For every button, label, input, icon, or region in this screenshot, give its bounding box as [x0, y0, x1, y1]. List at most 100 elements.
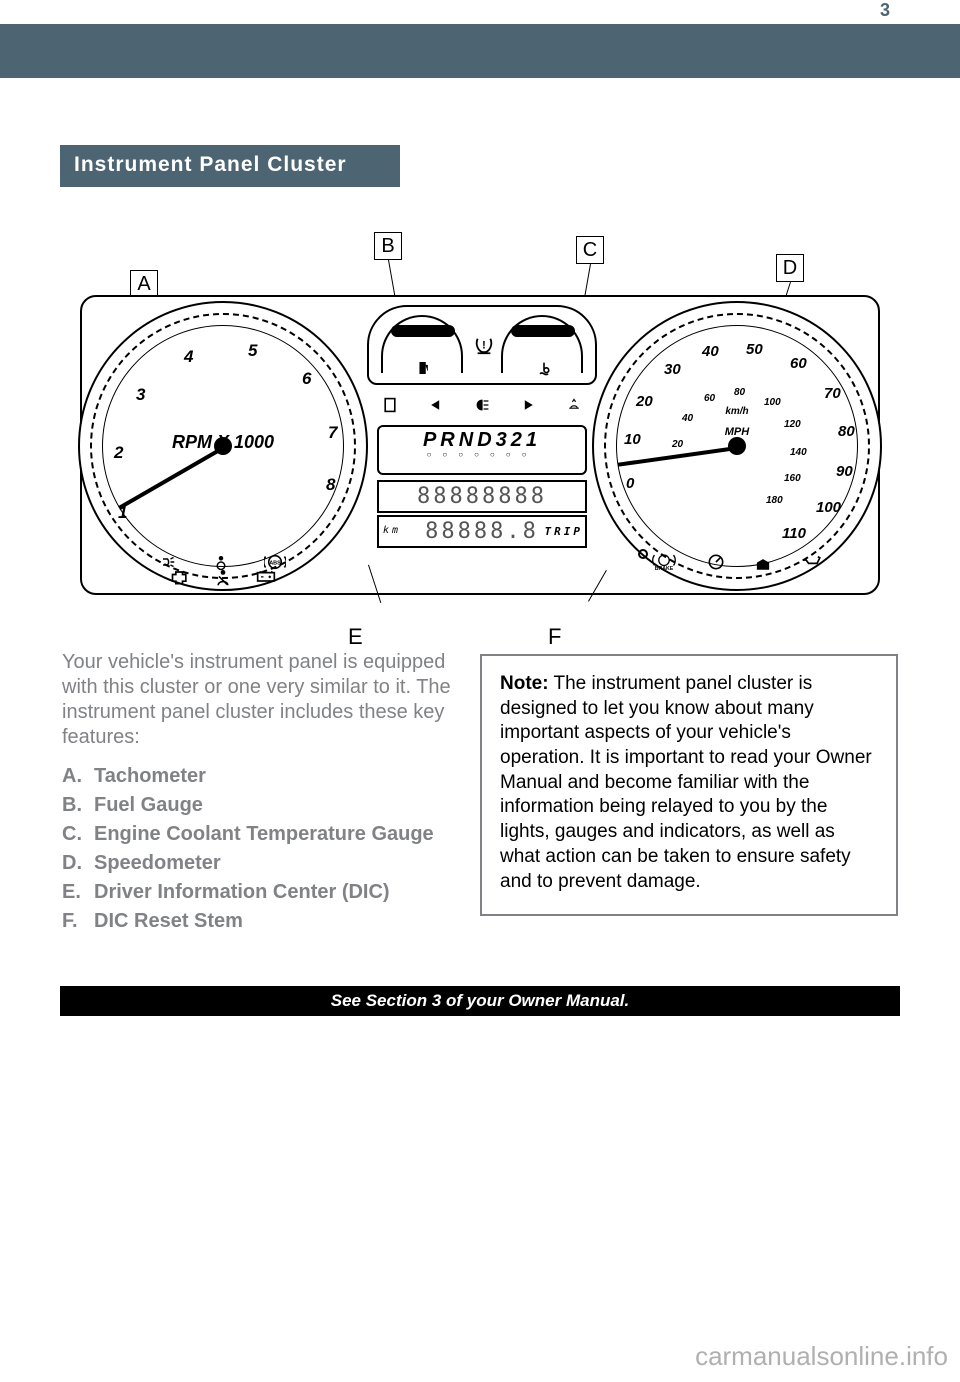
- feature-item: B.Fuel Gauge: [62, 791, 462, 820]
- battery-icon: [256, 569, 276, 583]
- kmh-80: 80: [734, 387, 745, 398]
- tpms-icon: !: [474, 335, 494, 357]
- cluster-diagram: A B C D RPM X 1000 1 2 3 4 5 6 7 8 ABS: [60, 220, 900, 620]
- mph-40: 40: [702, 343, 719, 360]
- mph-70: 70: [824, 385, 841, 402]
- cruise-icon: [706, 553, 726, 571]
- prnd-dots: ○○○○○○○: [379, 450, 585, 459]
- callout-b: B: [374, 232, 402, 260]
- brake-icon: BRAKE: [651, 553, 677, 571]
- engine-icon: [170, 569, 190, 585]
- callout-c: C: [576, 236, 604, 264]
- mph-10: 10: [624, 431, 641, 448]
- kmh-180: 180: [766, 495, 783, 506]
- speedo-hub: [728, 437, 746, 455]
- tach-7: 7: [328, 423, 337, 443]
- mph-110: 110: [782, 525, 806, 542]
- kmh-label: km/h: [725, 406, 748, 417]
- mph-30: 30: [664, 361, 681, 378]
- svg-text:!: !: [482, 340, 486, 352]
- feature-letter: F.: [62, 907, 94, 936]
- tach-4: 4: [184, 347, 193, 367]
- temp-icon: [537, 361, 551, 377]
- feature-item: D.Speedometer: [62, 849, 462, 878]
- speedometer-gauge: MPH km/h 0 10 20 30 40 50 60 70 80 90 10…: [592, 301, 882, 591]
- feature-label: Driver Information Center (DIC): [94, 878, 390, 907]
- see-section-bar: See Section 3 of your Owner Manual.: [60, 986, 900, 1016]
- header-bar: [0, 24, 960, 78]
- odometer: 88888888: [377, 480, 587, 513]
- mini-gauges-frame: !: [367, 305, 597, 385]
- feature-letter: C.: [62, 820, 94, 849]
- note-body: The instrument panel cluster is designed…: [500, 673, 872, 892]
- mph-60: 60: [790, 355, 807, 372]
- kmh-140: 140: [790, 447, 807, 458]
- temp-gauge: [501, 315, 583, 373]
- feature-label: Fuel Gauge: [94, 791, 203, 820]
- door-icon: [382, 397, 398, 413]
- cluster-frame: RPM X 1000 1 2 3 4 5 6 7 8 ABS: [80, 295, 880, 595]
- mph-0: 0: [626, 475, 634, 492]
- feature-label: DIC Reset Stem: [94, 907, 243, 936]
- kmh-100: 100: [764, 397, 781, 408]
- kmh-60: 60: [704, 393, 715, 404]
- right-turn-icon: [520, 397, 536, 413]
- callout-e: E: [348, 624, 363, 650]
- feature-list: A.Tachometer B.Fuel Gauge C.Engine Coola…: [62, 762, 462, 936]
- watermark: carmanualsonline.info: [695, 1341, 948, 1372]
- feature-letter: D.: [62, 849, 94, 878]
- washer-icon: [566, 397, 582, 413]
- speedo-icons: BRAKE: [637, 553, 837, 571]
- feature-label: Engine Coolant Temperature Gauge: [94, 820, 434, 849]
- tach-3: 3: [136, 385, 145, 405]
- dic-reset-stem: [638, 549, 648, 559]
- page-number: 3: [880, 0, 890, 21]
- tachometer-gauge: RPM X 1000 1 2 3 4 5 6 7 8 ABS: [78, 301, 368, 591]
- tach-2: 2: [114, 443, 123, 463]
- feature-item: E.Driver Information Center (DIC): [62, 878, 462, 907]
- tach-5: 5: [248, 341, 257, 361]
- mph-100: 100: [816, 499, 841, 516]
- feature-letter: A.: [62, 762, 94, 791]
- feature-item: F.DIC Reset Stem: [62, 907, 462, 936]
- feature-letter: B.: [62, 791, 94, 820]
- feature-item: C.Engine Coolant Temperature Gauge: [62, 820, 462, 849]
- prnd-text: PRND321: [379, 429, 585, 452]
- kmh-120: 120: [784, 419, 801, 430]
- oil-icon: [801, 553, 823, 567]
- tach-6: 6: [302, 369, 311, 389]
- feature-label: Tachometer: [94, 762, 206, 791]
- callout-a: A: [130, 270, 158, 298]
- gear-indicator: PRND321 ○○○○○○○: [377, 425, 587, 475]
- feature-label: Speedometer: [94, 849, 221, 878]
- mph-20: 20: [636, 393, 653, 410]
- mph-50: 50: [746, 341, 763, 358]
- mph-80: 80: [838, 423, 855, 440]
- feature-letter: E.: [62, 878, 94, 907]
- indicator-strip: [367, 387, 597, 423]
- callout-d: D: [776, 254, 804, 282]
- intro-paragraph: Your vehicle's instrument panel is equip…: [62, 650, 462, 750]
- svg-text:ABS: ABS: [269, 560, 281, 566]
- callout-f: F: [548, 624, 561, 650]
- feature-item: A.Tachometer: [62, 762, 462, 791]
- center-stack: ! PRND321 ○○○○○○○ 88888888 88888.8: [367, 305, 597, 587]
- security-icon: [754, 553, 772, 571]
- section-title: Instrument Panel Cluster: [60, 145, 400, 187]
- fuel-pump-icon: [417, 361, 431, 375]
- note-label: Note:: [500, 673, 549, 694]
- kmh-40: 40: [682, 413, 693, 424]
- kmh-160: 160: [784, 473, 801, 484]
- seatbelt-icon: [215, 569, 231, 587]
- tach-hub: [214, 437, 232, 455]
- fuel-gauge: [381, 315, 463, 373]
- tach-warning-icons-2: [158, 569, 288, 587]
- svg-text:BRAKE: BRAKE: [655, 566, 674, 571]
- trip-odometer: 88888.8: [377, 515, 587, 548]
- kmh-20: 20: [672, 439, 683, 450]
- mph-90: 90: [836, 463, 853, 480]
- left-turn-icon: [428, 397, 444, 413]
- headlight-icon: [474, 397, 490, 413]
- note-box: Note: The instrument panel cluster is de…: [480, 654, 898, 916]
- tach-8: 8: [326, 475, 335, 495]
